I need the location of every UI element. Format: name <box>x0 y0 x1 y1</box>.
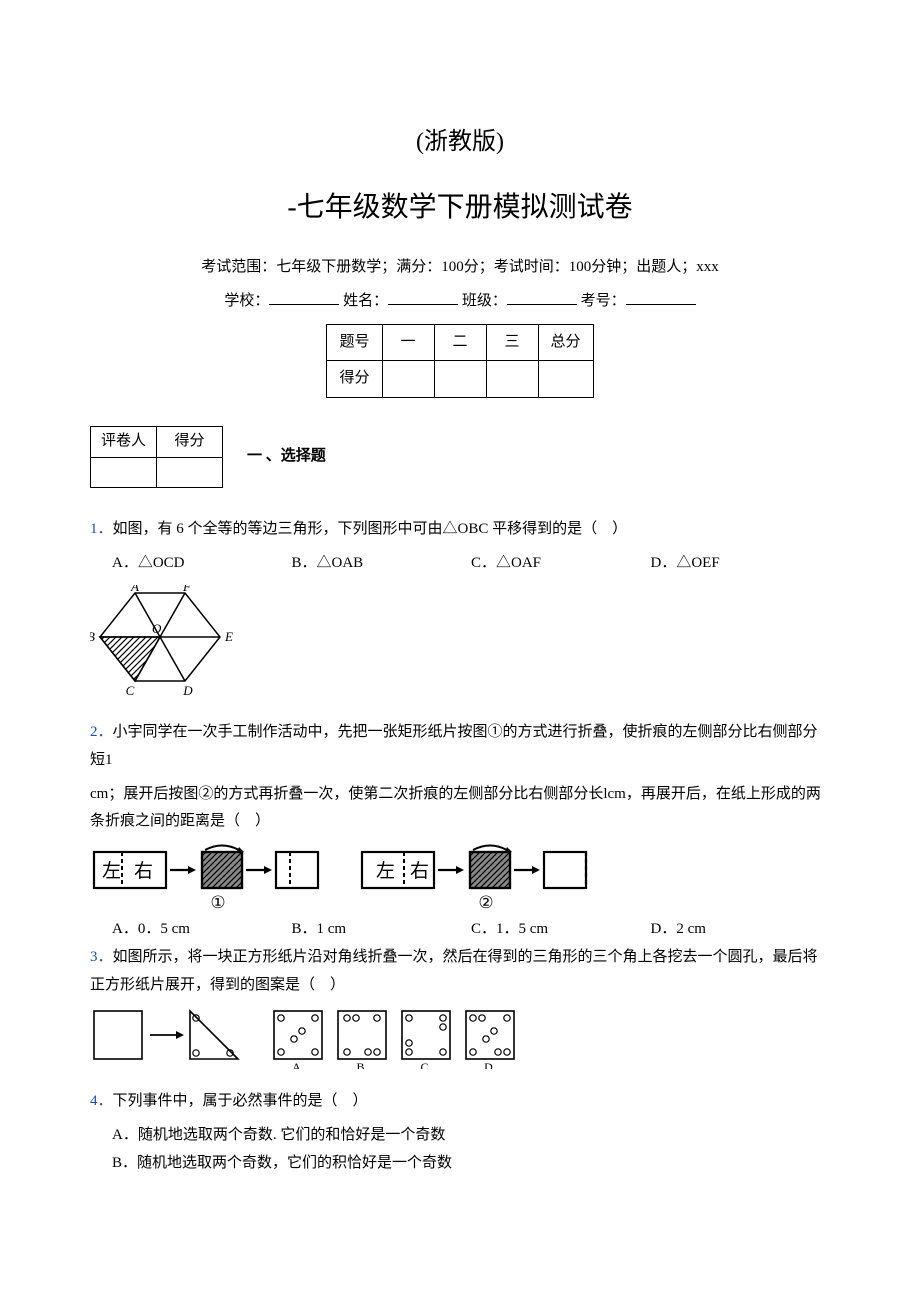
cell: 三 <box>486 324 538 361</box>
label-school: 学校： <box>224 293 269 309</box>
question-number: 4． <box>90 1093 113 1109</box>
svg-text:A: A <box>130 585 139 594</box>
q3-svg: A. B. C. <box>90 1007 610 1069</box>
question-text: 如图所示，将一块正方形纸片沿对角线折叠一次，然后在得到的三角形的三个角上各挖去一… <box>90 949 818 993</box>
fold-figure-1: 左 右 ① <box>90 842 330 914</box>
question-2: 2．小宇同学在一次手工制作活动中，先把一张矩形纸片按图①的方式进行折叠，使折痕的… <box>90 719 830 775</box>
svg-text:C: C <box>126 683 135 698</box>
svg-text:B.: B. <box>356 1060 367 1069</box>
svg-text:右: 右 <box>134 860 153 882</box>
option-b: B．1 cm <box>292 916 472 944</box>
cell: 总分 <box>538 324 593 361</box>
page-title: -七年级数学下册模拟测试卷 <box>90 182 830 234</box>
svg-text:D: D <box>182 683 193 698</box>
fold-figure-2: 左 右 ② <box>358 842 598 914</box>
table-row <box>91 457 223 487</box>
question-text: 如图，有 6 个全等的等边三角形，下列图形中可由△OBC 平移得到的是（ ） <box>113 521 628 537</box>
question-text: 小宇同学在一次手工制作活动中，先把一张矩形纸片按图①的方式进行折叠，使折痕的左侧… <box>90 724 818 768</box>
cell-empty <box>157 457 223 487</box>
cell-score: 得分 <box>157 427 223 458</box>
cell-grader: 评卷人 <box>91 427 157 458</box>
q3-figure: A. B. C. <box>90 1007 830 1080</box>
option-a: A．0．5 cm <box>112 916 292 944</box>
table-row: 评卷人 得分 <box>91 427 223 458</box>
cell-label: 题号 <box>327 324 382 361</box>
label-class: 班级： <box>462 293 507 309</box>
option-b: B．随机地选取两个奇数，它们的积恰好是一个奇数 <box>112 1150 830 1178</box>
svg-text:B: B <box>90 629 95 644</box>
option-a: A．△OCD <box>112 550 292 578</box>
cell-empty <box>486 361 538 398</box>
svg-text:A.: A. <box>292 1060 304 1069</box>
svg-text:左: 左 <box>376 860 395 882</box>
svg-text:左: 左 <box>102 860 121 882</box>
svg-text:O: O <box>152 621 162 636</box>
cell: 一 <box>382 324 434 361</box>
blank-name <box>388 290 458 305</box>
option-d: D．2 cm <box>651 916 831 944</box>
label-id: 考号： <box>581 293 626 309</box>
label-name: 姓名： <box>343 293 388 309</box>
svg-text:C.: C. <box>420 1060 431 1069</box>
question-3: 3．如图所示，将一块正方形纸片沿对角线折叠一次，然后在得到的三角形的三个角上各挖… <box>90 944 830 1000</box>
blank-id <box>626 290 696 305</box>
question-text-cont: cm；展开后按图②的方式再折叠一次，使第二次折痕的左侧部分比右侧部分长lcm，再… <box>90 786 821 830</box>
question-2-cont: cm；展开后按图②的方式再折叠一次，使第二次折痕的左侧部分比右侧部分长lcm，再… <box>90 781 830 837</box>
exam-info: 考试范围：七年级下册数学；满分：100分；考试时间：100分钟；出题人；xxx <box>90 254 830 282</box>
cell-empty <box>382 361 434 398</box>
score-table: 题号 一 二 三 总分 得分 <box>326 324 593 399</box>
question-number: 2． <box>90 724 113 740</box>
option-c: C．1．5 cm <box>471 916 651 944</box>
blank-school <box>269 290 339 305</box>
svg-text:D.: D. <box>484 1060 496 1069</box>
option-d: D．△OEF <box>651 550 831 578</box>
circled-2: ② <box>478 893 493 912</box>
blank-class <box>507 290 577 305</box>
question-1: 1．如图，有 6 个全等的等边三角形，下列图形中可由△OBC 平移得到的是（ ） <box>90 516 830 544</box>
question-number: 3． <box>90 949 113 965</box>
section-heading: 一 、选择题 <box>247 443 326 471</box>
cell-empty <box>91 457 157 487</box>
option-c: C．△OAF <box>471 550 651 578</box>
svg-text:E: E <box>224 629 233 644</box>
svg-text:右: 右 <box>410 860 429 882</box>
question-4: 4．下列事件中，属于必然事件的是（ ） <box>90 1088 830 1116</box>
cell-empty <box>434 361 486 398</box>
option-a: A．随机地选取两个奇数. 它们的和恰好是一个奇数 <box>112 1122 830 1150</box>
question-number: 1． <box>90 521 113 537</box>
table-row: 题号 一 二 三 总分 <box>327 324 593 361</box>
edition-label: (浙教版) <box>90 120 830 164</box>
student-info-line: 学校： 姓名： 班级： 考号： <box>90 288 830 316</box>
circled-1: ① <box>210 893 225 912</box>
cell: 二 <box>434 324 486 361</box>
table-row: 得分 <box>327 361 593 398</box>
option-b: B．△OAB <box>292 550 472 578</box>
svg-text:F: F <box>182 585 192 594</box>
fold-figure-row: 左 右 ① 左 右 ② <box>90 842 830 914</box>
grader-table: 评卷人 得分 <box>90 426 223 488</box>
question-text: 下列事件中，属于必然事件的是（ ） <box>113 1093 368 1109</box>
hexagon-svg: A B C D E F O <box>90 585 240 700</box>
cell-empty <box>538 361 593 398</box>
cell-label: 得分 <box>327 361 382 398</box>
hexagon-figure: A B C D E F O <box>90 585 830 711</box>
